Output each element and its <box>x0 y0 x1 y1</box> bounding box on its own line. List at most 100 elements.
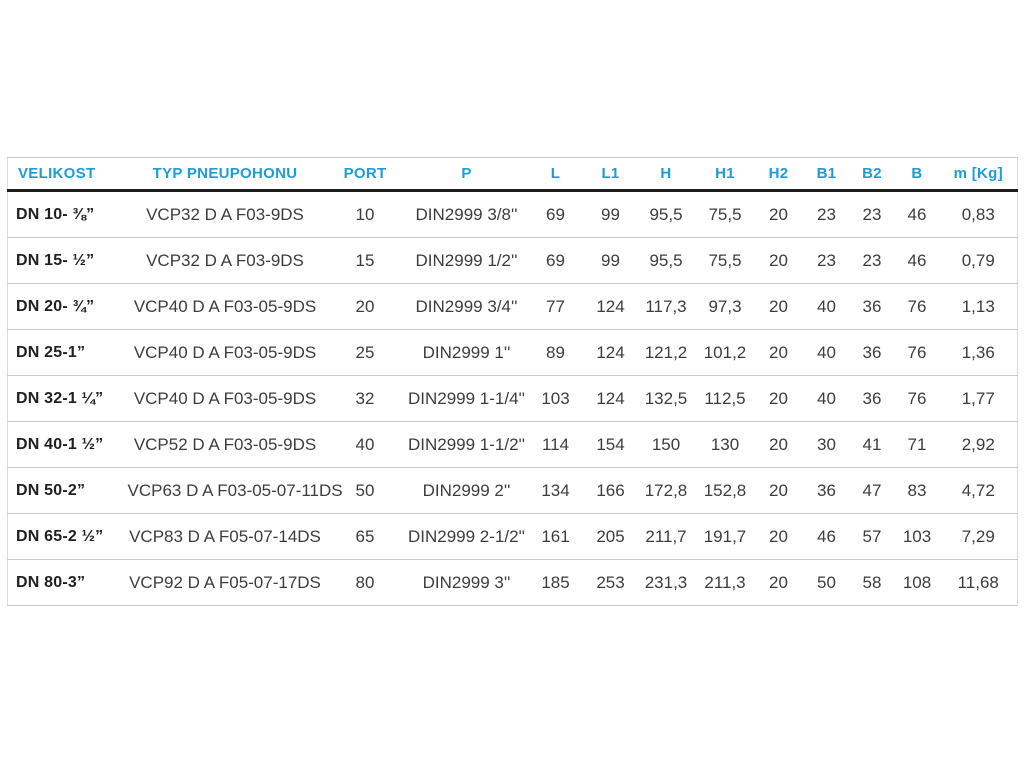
dimensions-table-container: VELIKOST TYP PNEUPOHONU PORT P L L1 H H1 H2 B1 B2 B… <box>7 157 1018 606</box>
value-cell: 112,5 <box>696 375 754 422</box>
value-cell: 152,8 <box>696 467 754 514</box>
size-cell: DN 50-2” <box>7 467 128 514</box>
value-cell: 211,3 <box>696 559 754 606</box>
value-cell: DIN2999 1/2'' <box>407 237 526 284</box>
value-cell: 191,7 <box>696 513 754 560</box>
value-cell: 36 <box>849 375 895 422</box>
table-row: DN 32-1 ¼” VCP40 D A F03-05-9DS 32 DIN2999 … <box>7 375 1018 422</box>
value-cell: 71 <box>894 421 940 468</box>
column-header: H2 <box>753 157 804 192</box>
size-cell: DN 32-1 ¼” <box>7 375 128 422</box>
value-cell: 150 <box>635 421 697 468</box>
table-row: DN 65-2 ½” VCP83 D A F05-07-14DS 65 DIN2999… <box>7 513 1018 560</box>
value-cell: 134 <box>525 467 586 514</box>
table-row: DN 40-1 ½” VCP52 D A F03-05-9DS 40 DIN2999 … <box>7 421 1018 468</box>
value-cell: 40 <box>803 375 850 422</box>
value-cell: 80 <box>322 559 408 606</box>
value-cell: 47 <box>849 467 895 514</box>
size-cell: DN 25-1” <box>7 329 128 376</box>
value-cell: 114 <box>525 421 586 468</box>
column-header: H1 <box>696 157 754 192</box>
size-cell: DN 10- ⅜” <box>7 190 128 238</box>
value-cell: 23 <box>849 237 895 284</box>
value-cell: 211,7 <box>635 513 697 560</box>
table-row: DN 10- ⅜” VCP32 D A F03-9DS 10 DIN2999 3/8'… <box>7 190 1018 238</box>
value-cell: DIN2999 1-1/2'' <box>407 421 526 468</box>
table-row: DN 50-2” VCP63 D A F03-05-07-11DS 50 DIN299… <box>7 467 1018 514</box>
value-cell: 0,83 <box>939 190 1018 238</box>
value-cell: 20 <box>322 283 408 330</box>
value-cell: VCP92 D A F05-07-17DS <box>127 559 323 606</box>
value-cell: 20 <box>753 329 804 376</box>
column-header: PORT <box>322 157 408 192</box>
column-header: TYP PNEUPOHONU <box>127 157 323 192</box>
value-cell: 99 <box>585 190 636 238</box>
value-cell: 20 <box>753 467 804 514</box>
column-header: B2 <box>849 157 895 192</box>
value-cell: 11,68 <box>939 559 1018 606</box>
table-row: DN 25-1” VCP40 D A F03-05-9DS 25 DIN2999 1'… <box>7 329 1018 376</box>
valve-actuator-dimensions-table: VELIKOST TYP PNEUPOHONU PORT P L L1 H H1 H2 B1 B2 B… <box>7 157 1018 606</box>
value-cell: 253 <box>585 559 636 606</box>
value-cell: 50 <box>803 559 850 606</box>
value-cell: 75,5 <box>696 190 754 238</box>
value-cell: 58 <box>849 559 895 606</box>
value-cell: 50 <box>322 467 408 514</box>
value-cell: 40 <box>322 421 408 468</box>
value-cell: 46 <box>894 237 940 284</box>
value-cell: 20 <box>753 237 804 284</box>
value-cell: 20 <box>753 375 804 422</box>
table-row: DN 20- ¾” VCP40 D A F03-05-9DS 20 DIN2999 3… <box>7 283 1018 330</box>
value-cell: 77 <box>525 283 586 330</box>
column-header: P <box>407 157 526 192</box>
column-header: m [Kg] <box>939 157 1018 192</box>
value-cell: 117,3 <box>635 283 697 330</box>
value-cell: DIN2999 2-1/2'' <box>407 513 526 560</box>
value-cell: 75,5 <box>696 237 754 284</box>
value-cell: 25 <box>322 329 408 376</box>
value-cell: 154 <box>585 421 636 468</box>
value-cell: 20 <box>753 559 804 606</box>
value-cell: 103 <box>894 513 940 560</box>
value-cell: 20 <box>753 513 804 560</box>
value-cell: 7,29 <box>939 513 1018 560</box>
value-cell: 36 <box>849 283 895 330</box>
value-cell: 40 <box>803 283 850 330</box>
value-cell: 23 <box>803 190 850 238</box>
value-cell: 172,8 <box>635 467 697 514</box>
table-row: DN 15- ½” VCP32 D A F03-9DS 15 DIN2999 1/2'… <box>7 237 1018 284</box>
value-cell: 76 <box>894 375 940 422</box>
size-cell: DN 80-3” <box>7 559 128 606</box>
column-header: VELIKOST <box>7 157 128 192</box>
value-cell: 101,2 <box>696 329 754 376</box>
value-cell: VCP63 D A F03-05-07-11DS <box>127 467 343 514</box>
value-cell: 20 <box>753 190 804 238</box>
value-cell: 166 <box>585 467 636 514</box>
value-cell: 2,92 <box>939 421 1018 468</box>
value-cell: 161 <box>525 513 586 560</box>
value-cell: DIN2999 1-1/4'' <box>407 375 526 422</box>
value-cell: 32 <box>322 375 408 422</box>
value-cell: VCP32 D A F03-9DS <box>127 190 323 238</box>
value-cell: 46 <box>894 190 940 238</box>
column-header: B1 <box>803 157 850 192</box>
value-cell: 15 <box>322 237 408 284</box>
value-cell: 40 <box>803 329 850 376</box>
size-cell: DN 20- ¾” <box>7 283 128 330</box>
value-cell: 124 <box>585 283 636 330</box>
value-cell: 95,5 <box>635 237 697 284</box>
value-cell: VCP83 D A F05-07-14DS <box>127 513 323 560</box>
value-cell: DIN2999 3/8'' <box>407 190 526 238</box>
value-cell: 20 <box>753 283 804 330</box>
column-header: L <box>525 157 586 192</box>
value-cell: 23 <box>849 190 895 238</box>
value-cell: 103 <box>525 375 586 422</box>
value-cell: DIN2999 2'' <box>407 467 526 514</box>
value-cell: 108 <box>894 559 940 606</box>
value-cell: 130 <box>696 421 754 468</box>
column-header: H <box>635 157 697 192</box>
value-cell: 132,5 <box>635 375 697 422</box>
value-cell: 30 <box>803 421 850 468</box>
value-cell: 41 <box>849 421 895 468</box>
value-cell: 124 <box>585 329 636 376</box>
